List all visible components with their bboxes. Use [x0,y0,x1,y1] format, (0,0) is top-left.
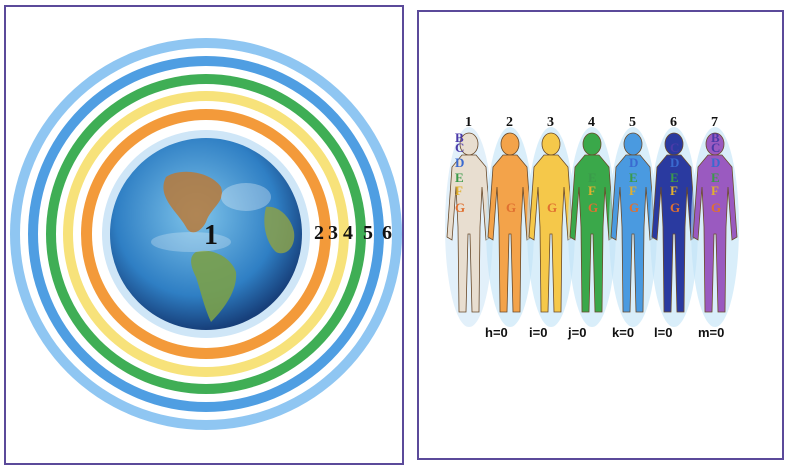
figure-number-7: 7 [711,115,718,130]
equation-j: j=0 [567,325,586,340]
africa-shape [264,206,295,254]
chakra-letter-3-g: G [547,200,557,215]
chakra-letter-7-d: D [711,155,720,170]
earth-rings-diagram: 1 2 3 4 5 6 [10,38,402,430]
ring-label-6: 6 [382,222,392,244]
equation-i: i=0 [529,325,547,340]
human-figure-2: 2G [486,115,534,327]
equation-h: h=0 [485,325,508,340]
equation-k: k=0 [612,325,634,340]
chakra-letter-4-g: G [588,200,598,215]
ring-label-3: 3 [328,222,338,244]
chakra-letter-7-b: B [711,130,720,145]
chakra-letter-6-e: E [670,170,679,185]
chakra-letter-6-g: G [670,200,680,215]
earth-rings-panel: 1 2 3 4 5 6 [4,5,404,465]
ring-label-4: 4 [343,222,353,244]
figure-number-3: 3 [547,115,554,130]
chakra-letter-7-f: F [711,183,719,198]
chakra-letter-1-b: B [455,130,464,145]
chakra-letter-1-c: C [455,140,464,155]
chakra-letter-6-f: F [670,183,678,198]
chakra-letter-1-d: D [455,155,464,170]
chakra-letter-6-c: C [670,140,679,155]
human-figure-4: 4 EFG [568,115,616,327]
chakra-letter-1-e: E [455,170,464,185]
figure-number-1: 1 [465,115,472,130]
chakra-letter-7-e: E [711,170,720,185]
ring-label-5: 5 [363,222,373,244]
equation-l: l=0 [654,325,672,340]
chakra-letter-2-g: G [506,200,516,215]
south-america-shape [191,250,237,322]
chakra-letter-7-g: G [711,200,721,215]
chakra-letter-1-g: G [455,200,465,215]
figure-number-5: 5 [629,115,636,130]
ring-label-2: 2 [314,222,324,244]
chakra-letter-4-f: F [588,183,596,198]
chakra-letter-4-e: E [588,170,597,185]
chakra-letter-1-f: F [455,183,463,198]
human-figure-3: 3G [527,115,575,327]
figure-number-6: 6 [670,115,677,130]
chakra-letter-5-d: D [629,155,638,170]
figure-number-4: 4 [588,115,595,130]
earth-globe [110,138,302,330]
earth-label: 1 [204,220,218,251]
chakra-letter-5-g: G [629,200,639,215]
chakra-letter-5-e: E [629,170,638,185]
figure-number-2: 2 [506,115,513,130]
chakra-letter-7-c: C [711,140,720,155]
north-america-shape [163,171,223,233]
chakra-letter-6-d: D [670,155,679,170]
chakra-letter-5-f: F [629,183,637,198]
equation-m: m=0 [698,325,724,340]
